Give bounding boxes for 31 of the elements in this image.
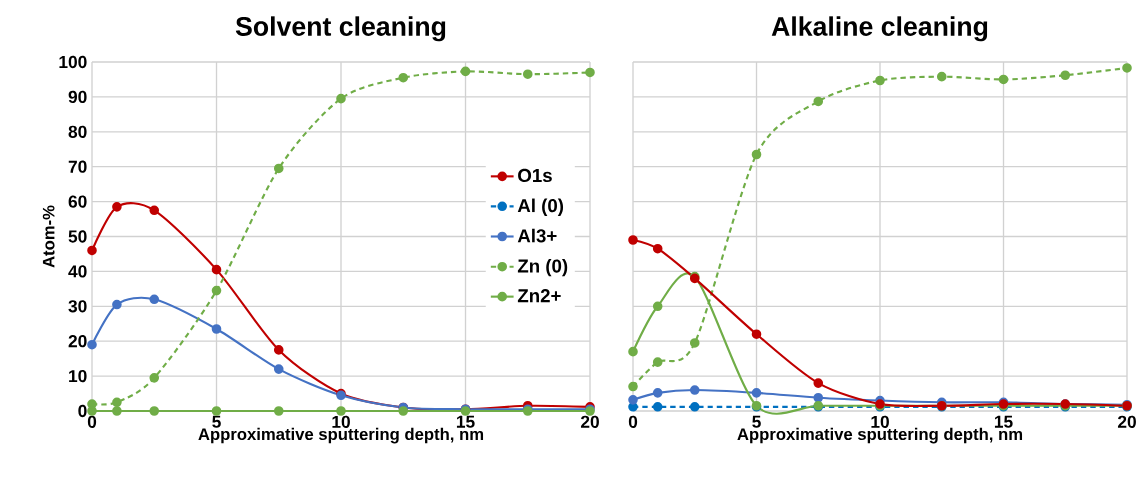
- x-tick-label: 15: [994, 415, 1013, 428]
- y-tick-label: 90: [68, 90, 87, 104]
- y-tick-label: 80: [68, 125, 87, 138]
- y-tick-label: 30: [68, 300, 87, 313]
- y-tick-label: 70: [68, 160, 87, 173]
- chart-title: Solvent cleaning: [235, 16, 446, 42]
- chart-title: Alkaline cleaning: [771, 16, 988, 42]
- x-tick-label: 0: [87, 415, 97, 428]
- x-tick-label: 0: [628, 415, 638, 428]
- y-tick-label: 10: [69, 369, 87, 383]
- legend-label: Al3+: [517, 228, 557, 243]
- x-tick-label: 15: [456, 415, 475, 428]
- y-axis-title: Atom-%: [42, 205, 55, 268]
- x-axis-title: Approximative sputtering depth, nm: [198, 427, 484, 444]
- x-tick-label: 5: [212, 415, 221, 428]
- x-tick-label: 20: [580, 415, 599, 428]
- x-tick-label: 5: [752, 415, 761, 428]
- x-tick-label: 10: [332, 415, 350, 428]
- y-tick-label: 100: [59, 55, 87, 69]
- legend-label: O1s: [518, 168, 552, 183]
- legend-label: Al (0): [517, 198, 564, 216]
- legend-label: Zn (0): [517, 258, 568, 277]
- y-tick-label: 0: [78, 404, 87, 418]
- x-axis-title: Approximative sputtering depth, nm: [737, 427, 1023, 444]
- y-tick-label: 20: [68, 335, 87, 348]
- y-tick-label: 50: [68, 230, 87, 243]
- y-tick-label: 40: [68, 265, 87, 278]
- legend-label: Zn2+: [517, 289, 561, 303]
- x-tick-label: 10: [871, 415, 889, 428]
- x-tick-label: 20: [1117, 415, 1136, 428]
- y-tick-label: 60: [68, 195, 87, 208]
